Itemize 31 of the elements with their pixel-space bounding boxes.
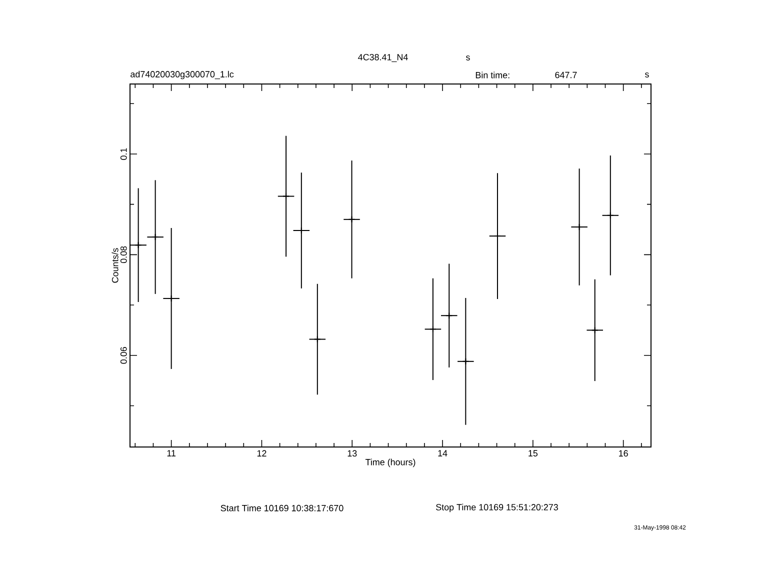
point xyxy=(168,294,175,302)
point xyxy=(576,223,583,230)
point xyxy=(446,312,453,320)
point xyxy=(348,216,356,223)
y-tick-label: 0.06 xyxy=(120,347,127,364)
point xyxy=(282,192,290,200)
point xyxy=(606,212,614,219)
x-tick-label: 14 xyxy=(438,450,448,456)
point xyxy=(134,242,142,249)
x-axis-title: Time (hours) xyxy=(365,458,416,468)
text: Stop Time 10169 15:51:20:273 xyxy=(436,504,558,512)
chart-subtitle: ad74020030g300070_1.lc xyxy=(130,70,234,80)
text: Start Time 10169 10:38:17:670 xyxy=(220,504,344,512)
point xyxy=(591,326,598,334)
point xyxy=(462,358,470,365)
y-tick-label: 0.08 xyxy=(120,246,127,264)
x-tick-label: 16 xyxy=(619,450,628,457)
text: Bin time: xyxy=(476,72,510,78)
x-tick-label: 13 xyxy=(348,450,357,457)
text: s xyxy=(466,56,470,60)
text: s xyxy=(645,72,649,78)
point xyxy=(429,326,436,333)
point xyxy=(152,234,159,241)
text: 647.7 xyxy=(555,72,577,78)
x-tick-label: 15 xyxy=(528,450,538,456)
y-tick-label: 0.1 xyxy=(120,148,127,160)
x-tick-label: 11 xyxy=(167,450,176,456)
y-axis-title: Counts/s xyxy=(112,248,118,283)
chart-title: 4C38.41_N4 xyxy=(358,54,408,62)
x-tick-label: 12 xyxy=(257,450,266,456)
point xyxy=(314,336,321,343)
